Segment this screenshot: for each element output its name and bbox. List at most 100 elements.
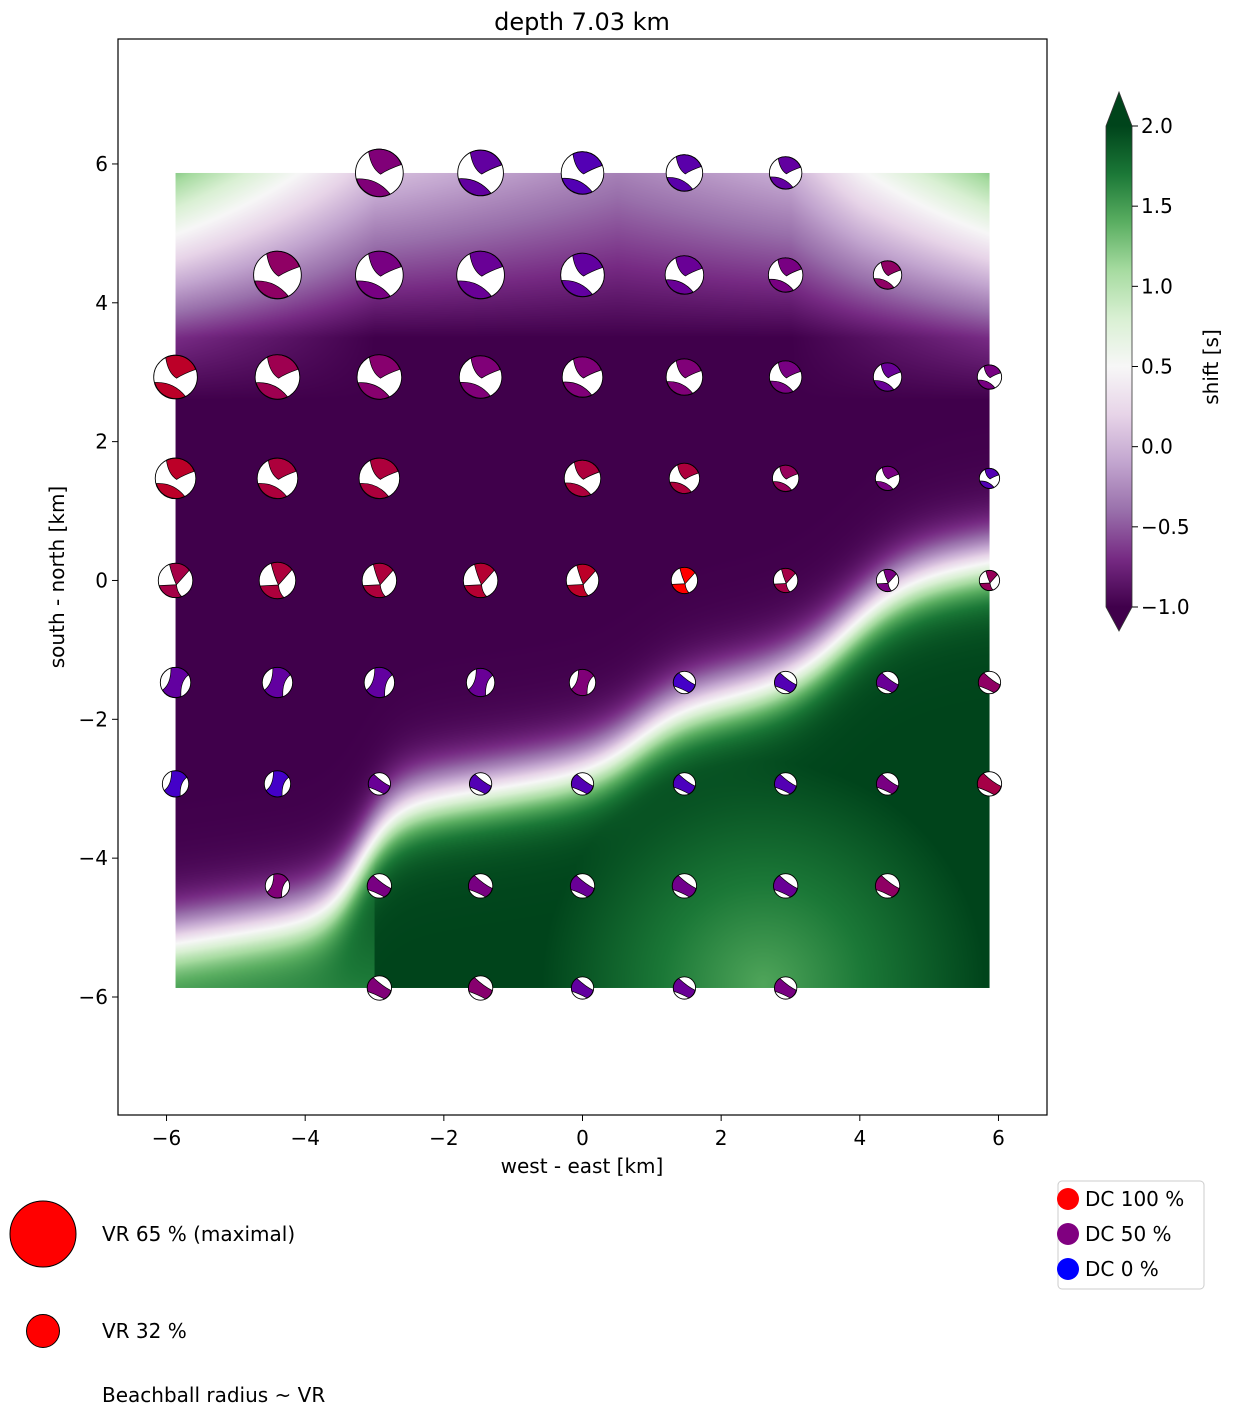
y-tick-label: 6 (95, 152, 108, 176)
colorbar-tick-label: 0.5 (1141, 355, 1173, 379)
beachball (772, 567, 799, 594)
beachball-outline (872, 260, 903, 290)
beachball (258, 561, 297, 600)
colorbar-extend-min (1106, 607, 1132, 631)
beachball (976, 364, 1003, 390)
beachball-outline (258, 561, 297, 600)
x-tick-label: 4 (853, 1126, 866, 1150)
dc-legend-label-50: DC 50 % (1085, 1222, 1172, 1246)
beachball (875, 568, 900, 593)
y-tick-label: 0 (95, 568, 108, 592)
beachball (569, 873, 596, 899)
beachball-outline (456, 250, 505, 300)
beachball-outline (768, 156, 803, 190)
beachball-outline (977, 670, 1002, 695)
beachball (154, 457, 197, 500)
x-tick-label: −6 (152, 1126, 181, 1150)
beachball (570, 976, 595, 1000)
y-tick-label: −6 (79, 985, 108, 1009)
dc-legend-marker-0 (1057, 1258, 1079, 1280)
beachball (159, 666, 192, 699)
beachball-layer (153, 148, 1003, 1001)
y-tick-label: 4 (95, 291, 108, 315)
beachball (978, 569, 1001, 592)
beachball-outline (561, 356, 604, 398)
beachball (468, 772, 493, 796)
beachball-outline (366, 975, 393, 1001)
beachball-outline (560, 151, 605, 195)
beachball-outline (978, 569, 1001, 592)
beachball (458, 355, 503, 399)
colorbar-extend-max (1106, 92, 1132, 126)
beachball-outline (261, 666, 294, 699)
dc-legend-label-0: DC 0 % (1085, 1257, 1159, 1281)
colorbar-gradient (1106, 126, 1132, 607)
beachball-outline (154, 457, 197, 500)
beachball (256, 457, 299, 500)
beachball-outline (367, 772, 391, 796)
beachball (561, 356, 604, 398)
beachball (774, 670, 798, 695)
colorbar: −1.0 −0.5 0.0 0.5 1.0 1.5 2.0 (1105, 90, 1190, 632)
beachball-outline (670, 566, 699, 595)
beachball-outline (458, 355, 503, 399)
beachball (355, 148, 404, 198)
beachball (254, 354, 301, 400)
dc-legend-marker-50 (1057, 1223, 1079, 1245)
dc-legend: DC 100 % DC 50 % DC 0 % (1057, 1180, 1205, 1290)
beachball (356, 354, 403, 400)
beachball-outline (465, 667, 496, 698)
beachball (875, 772, 900, 796)
beachball-outline (976, 364, 1003, 390)
beachball-outline (672, 670, 697, 695)
beachball-outline (570, 976, 595, 1000)
beachball-outline (355, 250, 404, 300)
beachball-outline (774, 670, 798, 695)
beachball (366, 975, 393, 1001)
beachball-outline (157, 562, 194, 599)
beachball-outline (565, 563, 600, 598)
beachball (457, 149, 504, 197)
x-tick-label: 2 (715, 1126, 728, 1150)
beachball (664, 255, 705, 295)
beachball-outline (767, 257, 804, 293)
beachball-outline (457, 149, 504, 197)
beachball-outline (875, 670, 900, 695)
beachball (874, 465, 901, 492)
beachball (363, 666, 396, 699)
beachball-outline (361, 562, 398, 599)
beachball (456, 250, 505, 300)
beachball-outline (978, 467, 1001, 490)
size-legend: VR 65 % (maximal) VR 32 % Beachball radi… (9, 1200, 325, 1407)
colorbar-label: shift [s] (1199, 329, 1223, 405)
beachball-outline (560, 252, 605, 298)
beachball (665, 358, 704, 396)
beachball (465, 667, 496, 698)
beachball-outline (774, 772, 798, 796)
beachball (976, 771, 1003, 797)
beachball (467, 873, 494, 899)
beachball (768, 360, 803, 394)
beachball (874, 873, 901, 899)
x-tick-label: −4 (290, 1126, 319, 1150)
chart-title: depth 7.03 km (494, 8, 670, 36)
beachball-outline (467, 975, 494, 1001)
beachball (672, 772, 697, 796)
beachball (672, 976, 697, 1000)
colorbar-tick-label: 1.5 (1141, 194, 1173, 218)
beachball-outline (159, 666, 192, 699)
size-legend-marker-min (26, 1314, 60, 1348)
beachball (467, 975, 494, 1001)
beachball (774, 772, 798, 796)
beachball-outline (569, 873, 596, 899)
beachball (772, 873, 799, 899)
beachball-outline (462, 562, 499, 599)
beachball (355, 250, 404, 300)
beachball-outline (671, 873, 698, 899)
beachball-outline (665, 358, 704, 396)
beachball-outline (772, 567, 799, 594)
x-tick-label: 0 (576, 1126, 589, 1150)
beachball (367, 772, 391, 796)
x-axis: −6 −4 −2 0 2 4 6 (152, 1115, 1005, 1150)
